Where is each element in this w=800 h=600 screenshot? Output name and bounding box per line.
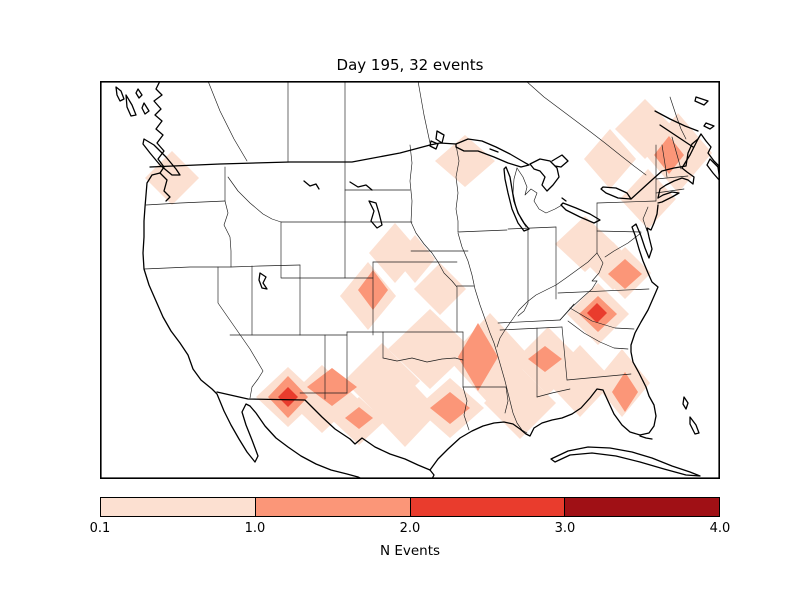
colorbar-segment-3.0-4.0 bbox=[565, 498, 719, 516]
colorbar-segment-2.0-3.0 bbox=[410, 498, 566, 516]
state-borders bbox=[143, 81, 689, 434]
event-density-layer bbox=[145, 99, 712, 447]
event-density-blob-maine-coast bbox=[654, 136, 684, 174]
colorbar-tick-label: 0.1 bbox=[89, 521, 111, 536]
event-density-blob-southern-new-england bbox=[620, 169, 676, 229]
colorbar bbox=[100, 497, 720, 517]
event-density-blob-washington-puget-sound bbox=[145, 151, 199, 205]
event-density-blob-oklahoma bbox=[388, 309, 472, 389]
event-density-blob-big-bend-texas bbox=[345, 407, 373, 429]
event-density-blob-arkansas-louisiana bbox=[458, 323, 498, 391]
event-density-blob-northern-missouri bbox=[414, 263, 466, 315]
event-density-blob-new-mexico-el-paso bbox=[278, 387, 298, 407]
event-density-blob-minnesota-lake-superior bbox=[435, 135, 495, 187]
event-density-blob-west-texas bbox=[307, 368, 357, 406]
event-density-blob-south-carolina-georgia bbox=[587, 303, 607, 323]
map-axes bbox=[100, 81, 720, 479]
colorbar-tick-label: 2.0 bbox=[399, 521, 421, 536]
coastline bbox=[115, 81, 720, 479]
event-density-blob-colorado-kansas-corner bbox=[369, 223, 421, 283]
event-density-blob-upstate-new-york bbox=[584, 129, 636, 189]
event-density-blob-alabama-mississippi bbox=[528, 346, 562, 372]
chart-title: Day 195, 32 events bbox=[336, 56, 484, 74]
colorbar-segment-1.0-2.0 bbox=[255, 498, 411, 516]
event-density-blob-southeast-texas bbox=[430, 392, 470, 424]
event-density-blob-georgia bbox=[546, 345, 614, 417]
colorbar-ticks: 0.1 1.0 2.0 3.0 4.0 bbox=[90, 521, 731, 539]
map-frame bbox=[100, 81, 720, 479]
event-density-blob-central-florida bbox=[612, 372, 638, 412]
colorbar-segment-0.1-1.0 bbox=[101, 498, 256, 516]
colorbar-tick-label: 3.0 bbox=[554, 521, 576, 536]
event-density-blob-central-texas bbox=[371, 375, 439, 447]
map-svg bbox=[100, 81, 720, 479]
colorbar-axis-label: N Events bbox=[379, 543, 441, 559]
colorbar-tick-label: 1.0 bbox=[244, 521, 266, 536]
colorbar-tick-label: 4.0 bbox=[709, 521, 731, 536]
event-density-blob-eastern-virginia bbox=[608, 259, 642, 289]
